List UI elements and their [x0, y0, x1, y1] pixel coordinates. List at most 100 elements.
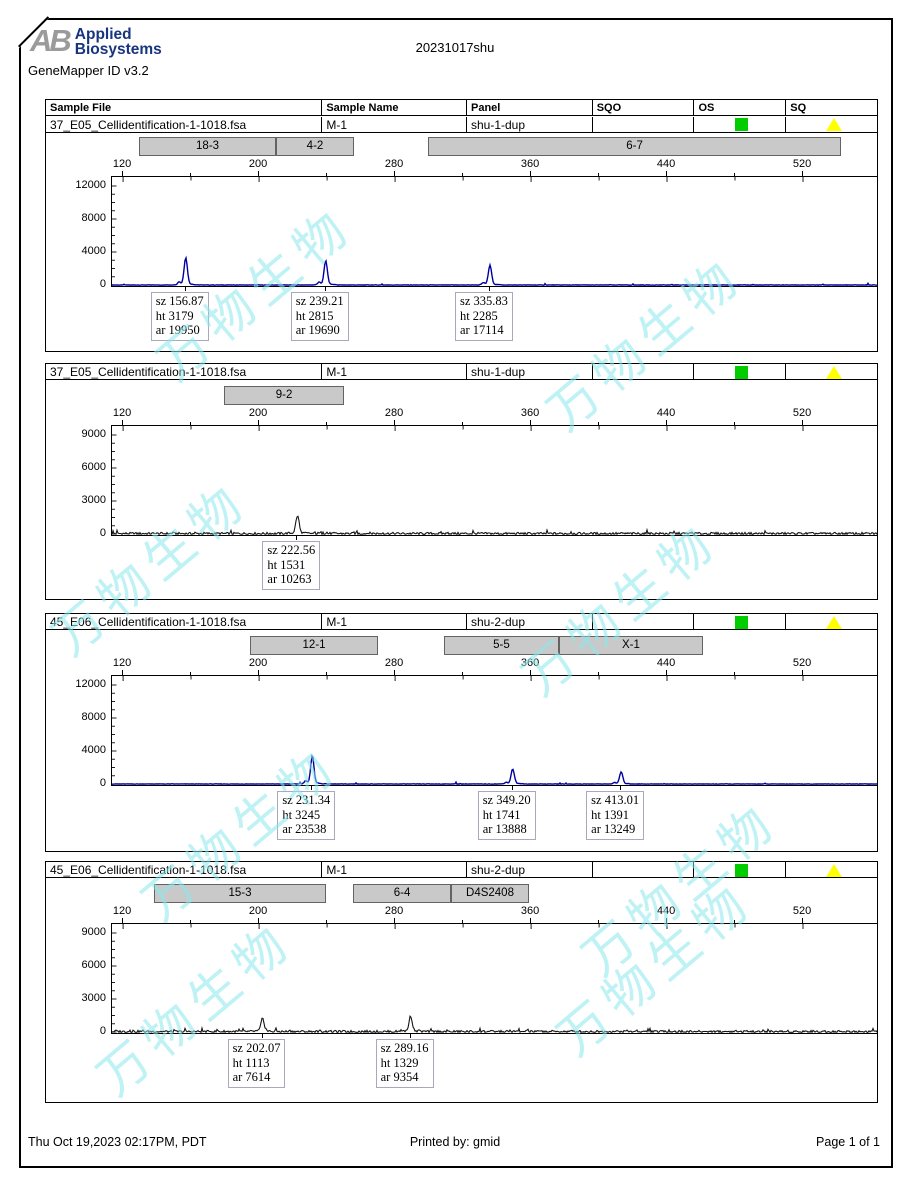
report-title: 20231017shu [415, 40, 495, 55]
peak-label: sz 156.87 ht 3179 ar 19950 [150, 292, 209, 341]
x-tick-label: 280 [384, 158, 404, 170]
x-minor-tick [462, 920, 464, 924]
os-cell [694, 614, 787, 629]
x-minor-tick [462, 672, 464, 676]
x-major-tick [258, 420, 260, 426]
x-tick-label: 440 [656, 158, 676, 170]
sqo-cell [593, 862, 695, 877]
sq-warning-yellow-triangle-icon [825, 615, 842, 629]
signal-trace [111, 754, 878, 786]
x-minor-tick [190, 422, 192, 426]
x-major-tick [258, 670, 260, 676]
peak-marker-tick [296, 535, 298, 540]
x-major-tick [666, 918, 668, 924]
peak-label-line: ht 1113 [232, 1055, 270, 1070]
x-minor-tick [734, 672, 736, 676]
x-tick-label: 280 [384, 905, 404, 917]
y-tick-label: 8000 [81, 711, 106, 723]
peak-label-line: ar 23538 [282, 822, 327, 836]
peak-label-line: ar 7614 [232, 1070, 271, 1084]
column-header-sqo: SQO [593, 100, 695, 115]
footer-printed-by: Printed by: gmid [409, 1135, 501, 1149]
x-major-tick [394, 420, 396, 426]
brand-line-1: Applied [74, 26, 132, 43]
marker-bin: 4-2 [276, 137, 354, 156]
sample-file-cell: 37_E05_Cellidentification-1-1018.fsa [46, 116, 323, 132]
y-tick-label: 8000 [81, 212, 106, 224]
axis-ticks [112, 426, 804, 535]
x-tick-label: 520 [792, 158, 812, 170]
brand-name: Applied Biosystems [74, 26, 162, 58]
x-minor-tick [734, 173, 736, 177]
x-major-tick [394, 171, 396, 177]
peak-label-line: ar 17114 [459, 323, 504, 337]
os-cell [694, 116, 787, 132]
y-tick-label: 4000 [81, 245, 106, 257]
peak-label-line: sz 202.07 [232, 1041, 281, 1055]
x-tick-label: 360 [520, 657, 540, 669]
sqo-cell [593, 116, 695, 132]
sample-name-cell: M-1 [322, 614, 467, 629]
peak-marker-tick [324, 286, 326, 291]
x-tick-label: 120 [112, 158, 132, 170]
sq-cell [786, 117, 877, 132]
x-minor-tick [598, 173, 600, 177]
peak-label: sz 239.21 ht 2815 ar 19690 [290, 292, 349, 341]
peak-label: sz 202.07 ht 1113 ar 7614 [227, 1039, 286, 1088]
marker-bin: 18-3 [139, 137, 277, 156]
x-major-tick [802, 171, 804, 177]
x-tick-label: 440 [656, 407, 676, 419]
y-tick-label: 0 [99, 527, 106, 539]
peak-marker-tick [184, 286, 186, 291]
x-tick-label: 520 [792, 407, 812, 419]
x-major-tick [122, 171, 124, 177]
peak-label-line: ar 19950 [155, 323, 200, 337]
panel-cell: shu-1-dup [467, 116, 593, 132]
marker-bin-label: D4S2408 [466, 887, 514, 899]
sample-row: 37_E05_Cellidentification-1-1018.fsa M-1 s… [46, 116, 877, 133]
sq-cell [786, 862, 877, 877]
peak-label-line: sz 335.83 [459, 294, 508, 308]
electropherogram-section: 45_E06_Cellidentification-1-1018.fsa M-1 s… [45, 861, 878, 1103]
peak-label-line: ht 3245 [282, 807, 321, 822]
x-tick-label: 120 [112, 657, 132, 669]
marker-bin: 5-5 [444, 636, 559, 655]
y-tick-label: 12000 [75, 678, 106, 690]
sqo-cell [593, 364, 695, 379]
peak-label-line: ht 1741 [482, 807, 521, 822]
x-tick-label: 280 [384, 657, 404, 669]
x-tick-label: 440 [656, 905, 676, 917]
x-tick-label: 280 [384, 407, 404, 419]
x-major-tick [666, 420, 668, 426]
y-tick-label: 0 [99, 278, 106, 290]
marker-bin-label: 12-1 [302, 639, 326, 651]
sample-file-cell: 37_E05_Cellidentification-1-1018.fsa [46, 364, 323, 379]
sample-row: 45_E06_Cellidentification-1-1018.fsa M-1 s… [46, 614, 877, 630]
peak-label-line: ht 1391 [591, 807, 630, 822]
peak-label-line: ar 10263 [267, 572, 312, 586]
peak-label: sz 335.83 ht 2285 ar 17114 [454, 292, 513, 341]
x-major-tick [666, 670, 668, 676]
marker-bin: D4S2408 [451, 884, 530, 903]
peak-label-line: ht 2815 [295, 308, 334, 323]
electropherogram-section: Sample File Sample Name Panel SQO OS SQ 37_E05… [45, 99, 878, 352]
signal-trace [111, 1014, 878, 1034]
x-tick-label: 120 [112, 905, 132, 917]
peak-label: sz 231.34 ht 3245 ar 23538 [277, 791, 336, 840]
column-header-panel: Panel [467, 100, 593, 115]
os-pass-green-square-icon [735, 365, 749, 379]
x-minor-tick [326, 672, 328, 676]
electropherogram-plot [111, 176, 878, 287]
x-major-tick [122, 918, 124, 924]
y-tick-label: 0 [99, 777, 106, 789]
brand-line-2: Biosystems [74, 41, 162, 58]
x-minor-tick [734, 422, 736, 426]
axis-ticks [112, 177, 804, 286]
os-pass-green-square-icon [735, 863, 749, 877]
x-minor-tick [326, 920, 328, 924]
peak-label-line: sz 222.56 [267, 543, 316, 557]
peak-label-line: ht 1531 [267, 557, 306, 572]
peak-label-line: ht 3179 [155, 308, 194, 323]
app-version: GeneMapper ID v3.2 [28, 63, 149, 78]
sq-warning-yellow-triangle-icon [825, 863, 842, 877]
